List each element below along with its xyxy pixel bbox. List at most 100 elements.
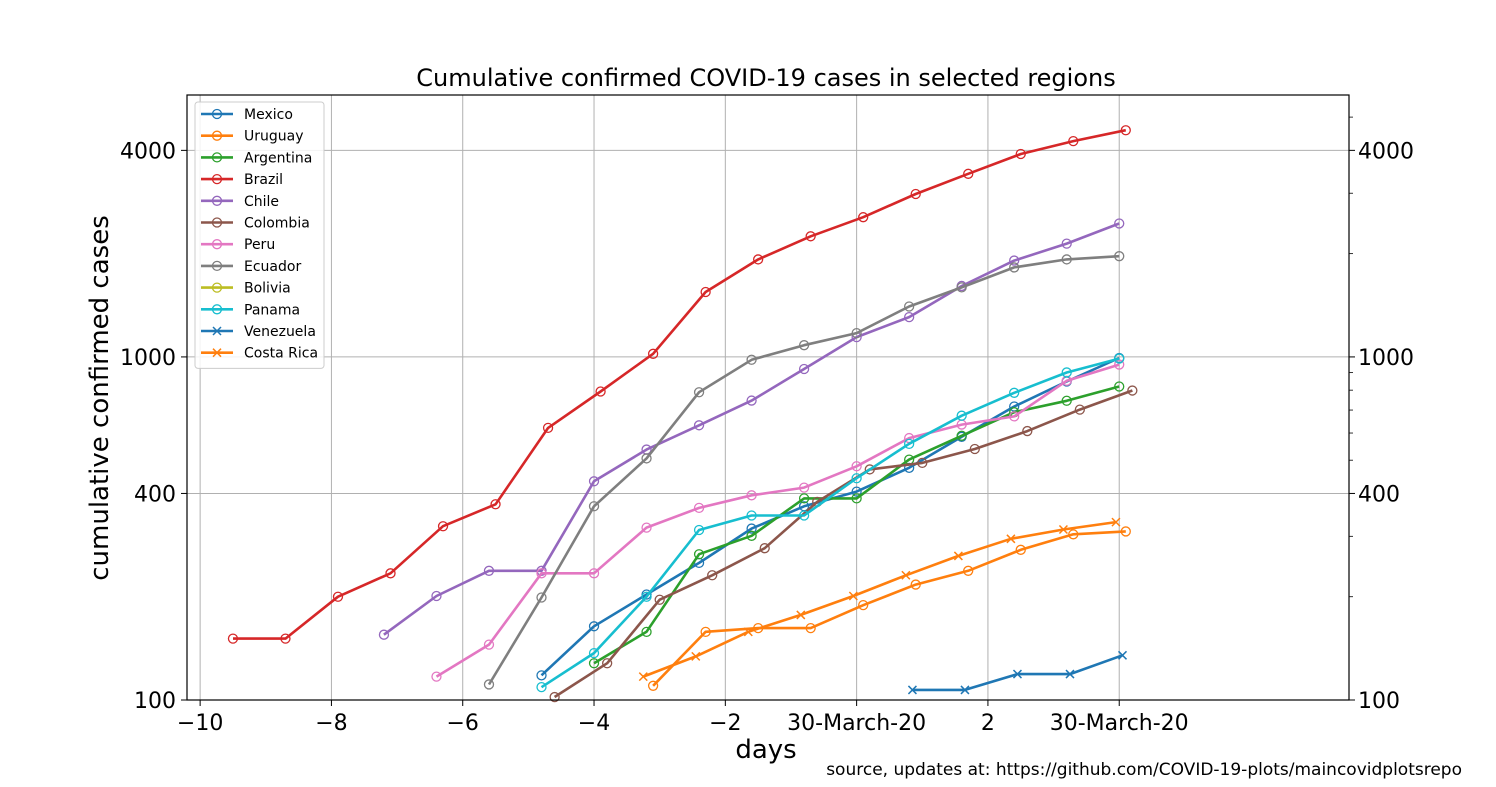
data-point-marker [798, 340, 810, 351]
data-point-marker [1061, 375, 1072, 386]
data-point-marker [1114, 251, 1125, 262]
data-point-marker [1061, 395, 1072, 406]
series-line-brazil [233, 128, 1127, 640]
data-point-marker [746, 530, 757, 541]
ticks: −10 −8 −6 −4 −2 30-March-20 2 30-March-20 100 100… [120, 116, 1414, 736]
data-point-marker [1006, 534, 1016, 544]
x-tick-label: 2 [981, 711, 995, 736]
data-point-marker [746, 395, 757, 406]
source-note: source, updates at: https://github.com/C… [826, 760, 1462, 780]
data-point-marker [759, 543, 770, 554]
legend: Mexico Uruguay Argentina Brazil Chile Colombi… [194, 101, 325, 369]
data-point-marker [805, 622, 816, 634]
data-point-marker [211, 173, 223, 185]
legend-item-argentina: Argentina [201, 150, 312, 166]
data-point-marker [907, 685, 917, 695]
data-point-marker [490, 499, 501, 510]
x-tick-label: 30-March-20 [1050, 711, 1189, 736]
data-point-marker [746, 354, 757, 365]
data-point-marker [963, 168, 974, 179]
series-line-chile [383, 222, 1120, 636]
y-tick-label-left: 1000 [120, 346, 176, 371]
data-point-marker [805, 231, 816, 242]
data-point-marker [693, 502, 705, 514]
data-point-marker [1120, 526, 1131, 537]
data-point-marker [753, 254, 764, 265]
data-point-marker [483, 639, 495, 650]
legend-item-mexico: Mexico [201, 107, 293, 123]
data-point-marker [536, 568, 547, 579]
y-tick-label-left: 4000 [120, 139, 176, 164]
legend-item-panama: Panama [201, 302, 300, 318]
legend-label: Peru [244, 237, 275, 253]
data-point-marker [211, 260, 223, 272]
legend-label: Colombia [244, 216, 310, 232]
data-point-marker [1061, 238, 1072, 249]
series-brazil [227, 125, 1131, 644]
data-point-marker [1061, 254, 1072, 265]
data-point-marker [864, 464, 875, 475]
data-point-marker [588, 568, 600, 579]
y-tick-label-right: 1000 [1358, 346, 1414, 371]
legend-label: Argentina [244, 150, 312, 166]
x-tick-label: −10 [177, 711, 223, 736]
x-tick-label: 30-March-20 [787, 711, 926, 736]
data-point-marker [707, 570, 718, 581]
data-point-marker [746, 510, 757, 521]
data-point-marker [431, 671, 442, 682]
chart-title: Cumulative confirmed COVID-19 cases in s… [416, 64, 1115, 92]
legend-label: Costa Rica [244, 346, 318, 362]
data-point-marker [1114, 353, 1125, 364]
data-point-marker [647, 348, 659, 359]
data-point-marker [641, 626, 652, 637]
data-point-marker [641, 453, 652, 464]
data-point-marker [1022, 425, 1033, 437]
data-point-marker [700, 286, 711, 298]
data-point-marker [1015, 544, 1026, 555]
legend-box [194, 101, 325, 369]
data-point-marker [851, 493, 862, 504]
data-point-marker [851, 327, 862, 339]
legend-item-ecuador: Ecuador [201, 259, 301, 275]
legend-label: Venezuela [244, 324, 316, 340]
data-point-marker [536, 670, 547, 681]
data-point-marker [385, 568, 396, 579]
data-point-marker [211, 195, 223, 206]
data-point-marker [903, 438, 915, 449]
data-point-marker [332, 591, 344, 602]
data-point-marker [963, 565, 974, 576]
data-point-marker [746, 523, 757, 534]
data-point-marker [956, 410, 967, 421]
data-point-marker [588, 647, 600, 659]
data-point-marker [1074, 404, 1085, 415]
data-point-marker [746, 490, 757, 501]
data-point-marker [1009, 262, 1020, 273]
data-point-marker [1120, 125, 1131, 136]
y-tick-label-left: 400 [134, 482, 176, 507]
data-point-marker [693, 387, 705, 398]
series-chile [378, 218, 1125, 640]
series-panama [536, 353, 1125, 693]
data-point-marker [798, 482, 810, 493]
data-point-marker [700, 626, 711, 637]
data-point-marker [212, 348, 222, 358]
data-point-marker [212, 326, 222, 336]
data-point-marker [483, 565, 495, 576]
data-point-marker [1009, 387, 1020, 398]
data-point-marker [227, 633, 239, 644]
data-point-marker [798, 493, 810, 504]
data-point-marker [437, 521, 449, 532]
data-point-marker [378, 629, 390, 640]
data-point-marker [851, 486, 862, 497]
data-point-marker [595, 386, 606, 397]
data-point-marker [1127, 385, 1138, 396]
data-point-marker [743, 627, 753, 637]
data-point-marker [211, 152, 223, 163]
series-costa-rica [638, 517, 1121, 682]
data-point-marker [851, 473, 862, 484]
series-line-uruguay [652, 530, 1126, 687]
data-point-marker [693, 524, 705, 536]
data-point-marker [1065, 669, 1075, 679]
legend-label: Ecuador [244, 259, 301, 275]
data-point-marker [693, 420, 705, 431]
